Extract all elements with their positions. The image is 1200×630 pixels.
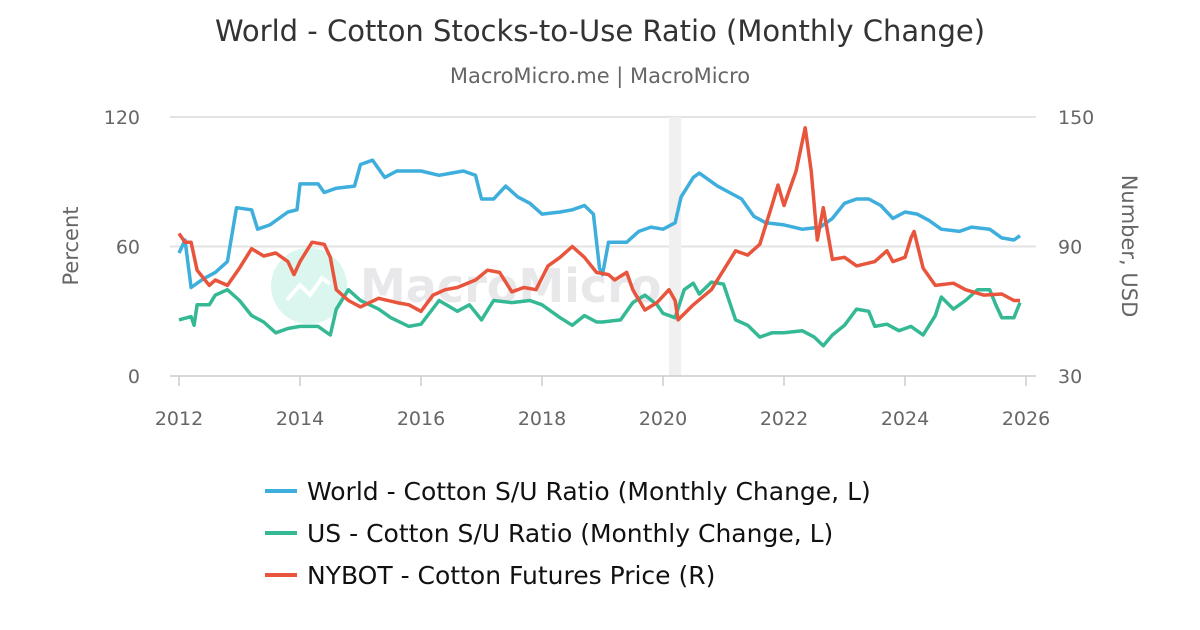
x-tick-label: 2026 [1002,408,1050,430]
legend-item[interactable]: US - Cotton S/U Ratio (Monthly Change, L… [265,512,871,554]
series-line-2 [177,126,1020,322]
chart-title: World - Cotton Stocks-to-Use Ratio (Mont… [214,14,986,48]
y-left-tick-label: 120 [104,107,140,129]
y-axis-right-label: Number, USD [1117,175,1141,318]
x-tick-label: 2016 [397,408,445,430]
legend-item[interactable]: World - Cotton S/U Ratio (Monthly Change… [265,470,871,512]
y-left-tick-label: 0 [128,366,140,388]
y-axis-left-label: Percent [59,206,83,285]
legend-swatch [265,489,297,493]
y-left-tick-label: 60 [116,237,140,259]
x-tick-label: 2020 [639,408,687,430]
legend-label: NYBOT - Cotton Futures Price (R) [307,560,716,590]
series-line-1 [178,280,1022,348]
legend-swatch [265,531,297,535]
y-right-tick-label: 30 [1058,366,1082,388]
legend-label: US - Cotton S/U Ratio (Monthly Change, L… [307,518,834,548]
chart-subtitle: MacroMicro.me | MacroMicro [449,64,751,88]
legend: World - Cotton S/U Ratio (Monthly Change… [265,470,871,596]
recession-shading [669,117,682,376]
x-tick-label: 2022 [760,408,808,430]
watermark-chart-icon [285,275,332,302]
x-tick-label: 2024 [881,408,929,430]
legend-label: World - Cotton S/U Ratio (Monthly Change… [307,476,871,506]
series-line-0 [177,158,1022,290]
x-tick-label: 2014 [276,408,324,430]
legend-swatch [265,573,297,577]
x-tick-label: 2018 [518,408,566,430]
x-tick-label: 2012 [155,408,203,430]
legend-item[interactable]: NYBOT - Cotton Futures Price (R) [265,554,871,596]
y-right-tick-label: 90 [1058,237,1082,259]
y-right-tick-label: 150 [1058,107,1094,129]
